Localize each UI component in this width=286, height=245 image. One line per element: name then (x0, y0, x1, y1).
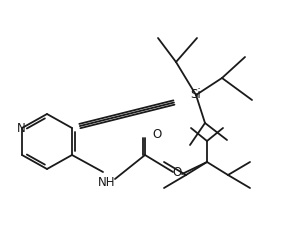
Text: N: N (17, 122, 25, 135)
Text: O: O (172, 166, 182, 179)
Text: Si: Si (191, 88, 201, 101)
Text: NH: NH (98, 175, 116, 188)
Text: O: O (152, 127, 162, 140)
